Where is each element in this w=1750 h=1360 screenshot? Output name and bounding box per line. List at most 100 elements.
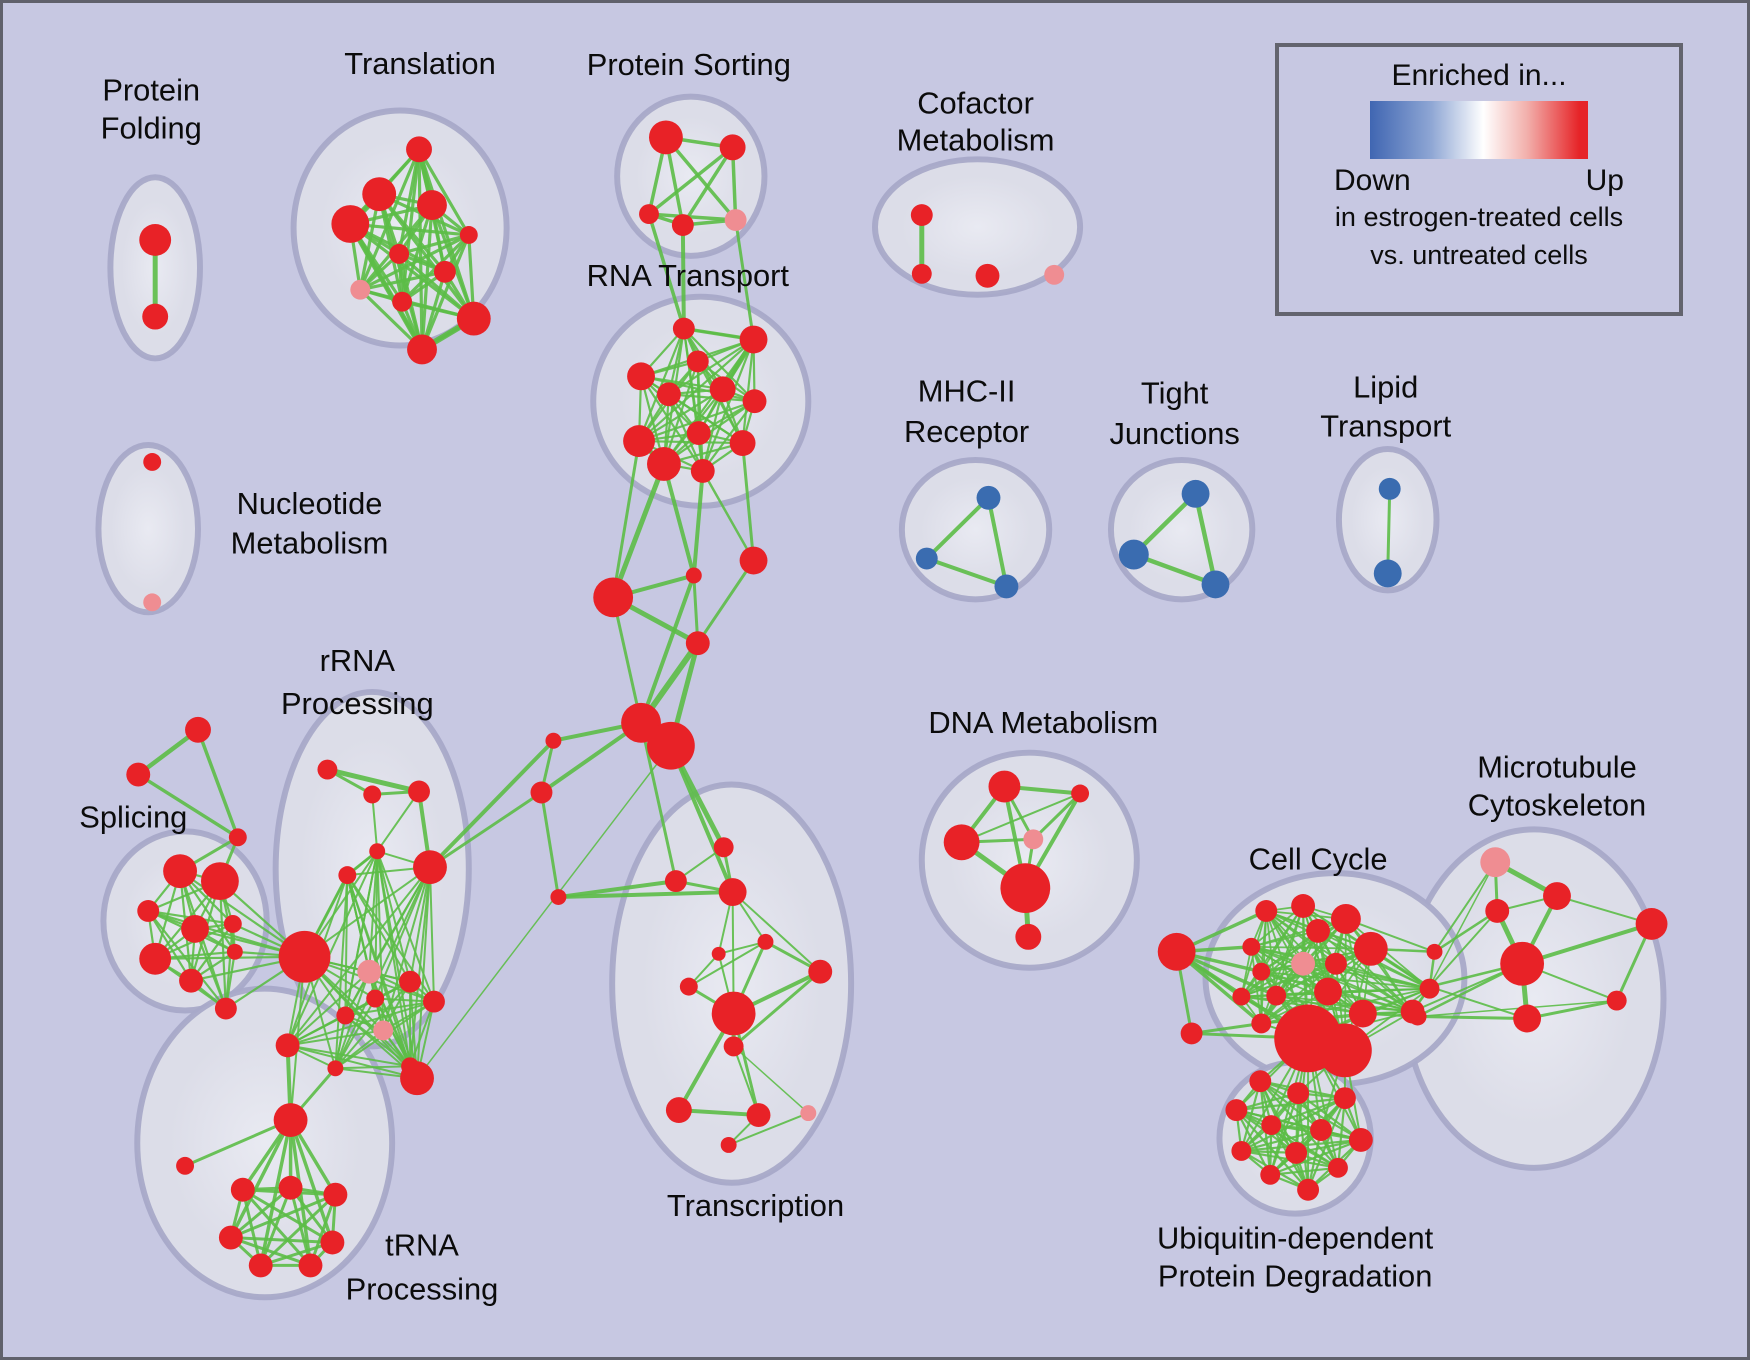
network-node-nu2 <box>143 593 162 612</box>
network-node-cc10 <box>1232 987 1251 1006</box>
network-node-ub5 <box>1261 1115 1282 1135</box>
network-edge <box>647 212 738 222</box>
network-node-sp7 <box>179 968 203 993</box>
network-node-pf1 <box>139 224 172 256</box>
network-node-tr2 <box>362 177 397 212</box>
network-edge <box>611 439 641 599</box>
network-node-ub8 <box>1231 1140 1252 1161</box>
network-node-rna1 <box>672 317 695 340</box>
cluster-ellipse-mhc-ii <box>898 456 1053 603</box>
network-node-tj3 <box>1201 570 1230 599</box>
network-node-ub7 <box>1348 1128 1373 1152</box>
network-edge <box>1235 1108 1310 1191</box>
network-node-sp8 <box>226 943 243 960</box>
network-node-ub2 <box>1287 1082 1310 1105</box>
network-edge <box>1336 1097 1347 1169</box>
network-node-sp1 <box>163 854 198 889</box>
network-node-ub4 <box>1333 1087 1356 1110</box>
network-node-cc14 <box>1251 1013 1272 1034</box>
network-node-st1 <box>185 716 211 743</box>
legend-gradient-bar <box>1370 101 1588 159</box>
network-edge <box>1520 921 1654 966</box>
network-edge <box>732 1045 810 1114</box>
network-node-ub11 <box>1260 1164 1281 1185</box>
network-node-ch9 <box>550 889 567 906</box>
network-edge <box>348 222 471 237</box>
network-edge <box>639 375 704 473</box>
network-edge <box>1344 917 1436 953</box>
network-node-tx6 <box>808 959 833 984</box>
network-edge <box>682 327 756 403</box>
network-edge <box>229 1236 312 1267</box>
network-node-rna2 <box>739 325 768 354</box>
network-node-mt2 <box>1543 882 1571 910</box>
network-edge <box>732 970 822 1048</box>
network-edge <box>286 1044 412 1068</box>
network-node-tx3 <box>718 878 747 906</box>
network-node-dn4 <box>1023 829 1044 850</box>
network-edge <box>382 866 431 1032</box>
network-edge <box>664 135 738 222</box>
cluster-label-mhc-ii: MHC-II <box>918 373 1016 408</box>
network-node-cc1 <box>1255 900 1278 922</box>
cluster-label-cofactor: Cofactor <box>917 86 1034 121</box>
network-edge <box>286 1029 385 1047</box>
network-edge <box>610 461 667 600</box>
network-edge <box>1260 970 1431 990</box>
network-edge <box>1269 1138 1362 1176</box>
network-node-ccS <box>1180 1022 1203 1045</box>
network-node-mt4 <box>1500 941 1545 986</box>
network-node-sp6 <box>139 942 172 975</box>
network-node-tn8 <box>298 1253 323 1278</box>
network-node-ub12 <box>1297 1178 1320 1201</box>
network-node-cc7 <box>1291 951 1316 976</box>
network-node-ub1 <box>1249 1070 1272 1093</box>
network-node-ps4 <box>671 214 694 236</box>
network-edge <box>309 1193 337 1267</box>
network-edge <box>289 955 306 1122</box>
network-edge <box>687 940 767 988</box>
network-node-ccG2 <box>1318 1023 1372 1078</box>
cluster-label-cofactor: Metabolism <box>897 123 1055 158</box>
network-edge <box>428 791 543 869</box>
network-edge <box>701 400 756 473</box>
network-edge <box>556 879 678 900</box>
network-edge <box>1386 487 1392 575</box>
network-node-mc2 <box>1422 979 1437 994</box>
network-edge <box>691 468 705 578</box>
network-node-ch6 <box>647 721 695 770</box>
network-edge <box>680 223 686 331</box>
network-edge <box>701 469 755 562</box>
network-node-cc12 <box>1314 977 1342 1006</box>
cluster-label-ubiquitin: Ubiquitin-dependent <box>1157 1221 1434 1256</box>
network-node-dn5 <box>1000 863 1051 913</box>
legend-note-line2: vs. untreated cells <box>1370 240 1588 270</box>
network-edge <box>668 743 735 895</box>
network-edge <box>1525 999 1619 1020</box>
network-node-tr11 <box>407 334 437 365</box>
network-edge <box>1433 861 1497 953</box>
network-edge <box>397 233 471 256</box>
network-node-cf2 <box>911 263 932 284</box>
network-edge <box>676 1108 761 1118</box>
network-edge <box>1327 987 1431 993</box>
network-node-tr10 <box>456 301 491 336</box>
network-edge <box>334 997 377 1070</box>
network-node-tn1 <box>176 1156 195 1175</box>
network-node-rna10 <box>729 430 756 456</box>
network-node-tr3 <box>417 190 447 221</box>
network-node-ub3 <box>1225 1099 1248 1122</box>
network-node-tx4 <box>757 933 774 950</box>
network-node-tn3 <box>278 1175 303 1200</box>
cluster-label-transcription: Transcription <box>667 1188 844 1223</box>
legend-note-line1: in estrogen-treated cells <box>1334 202 1624 232</box>
network-node-ccL <box>1157 932 1196 971</box>
legend-box: Enriched in... Down Up in estrogen-treat… <box>1275 43 1683 316</box>
network-node-lp2 <box>1373 559 1402 588</box>
network-node-mc1 <box>1426 943 1443 960</box>
network-edge <box>344 866 431 1017</box>
network-edge <box>924 556 1009 589</box>
network-node-ub9 <box>1285 1141 1308 1164</box>
network-edge <box>259 1241 334 1267</box>
